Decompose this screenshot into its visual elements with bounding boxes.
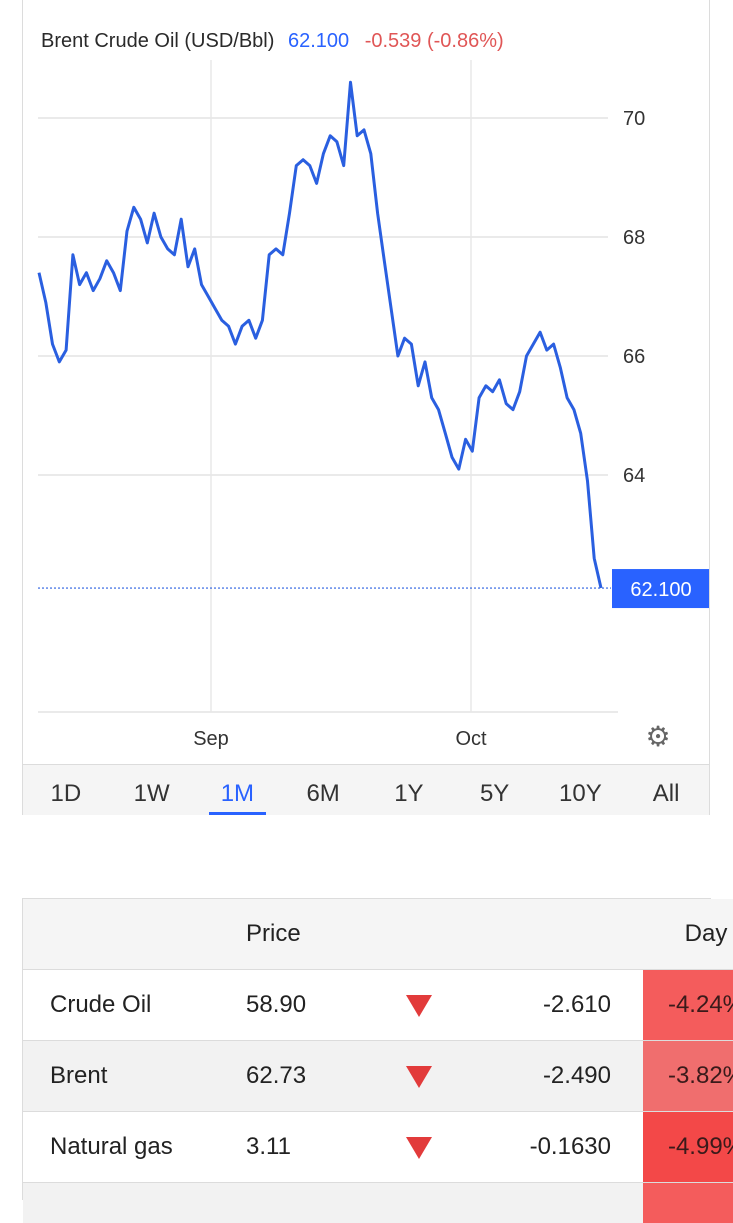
row-change: -2.490 bbox=[451, 1041, 643, 1112]
row-change: -0.1630 bbox=[451, 1112, 643, 1183]
row-day-change: -3.82% bbox=[643, 1041, 733, 1112]
row-day-change: -4.99% bbox=[643, 1112, 733, 1183]
header-day: Day bbox=[643, 899, 733, 970]
range-option-1y[interactable]: 1Y bbox=[366, 765, 452, 815]
range-option-10y[interactable]: 10Y bbox=[538, 765, 624, 815]
last-price-label: 62.100 bbox=[630, 579, 691, 601]
y-tick-label: 68 bbox=[623, 227, 645, 249]
row-name: Brent bbox=[23, 1041, 246, 1112]
header-price: Price bbox=[246, 899, 386, 970]
x-tick-label: Oct bbox=[455, 728, 487, 750]
row-day-change: -4.24% bbox=[643, 970, 733, 1041]
range-option-6m[interactable]: 6M bbox=[280, 765, 366, 815]
row-name: Crude Oil bbox=[23, 970, 246, 1041]
row-price: 62.73 bbox=[246, 1041, 386, 1112]
range-option-1w[interactable]: 1W bbox=[109, 765, 195, 815]
range-option-1m[interactable]: 1M bbox=[195, 765, 281, 815]
header-name bbox=[23, 899, 246, 970]
price-chart[interactable]: 70 68 66 64 Sep Oct 62.100 bbox=[23, 0, 709, 764]
x-tick-label: Sep bbox=[193, 728, 229, 750]
price-line bbox=[39, 82, 601, 588]
y-tick-label: 66 bbox=[623, 346, 645, 368]
row-change: -2.610 bbox=[451, 970, 643, 1041]
range-option-5y[interactable]: 5Y bbox=[452, 765, 538, 815]
triangle-down-icon bbox=[406, 1066, 432, 1088]
row-name: Natural gas bbox=[23, 1112, 246, 1183]
triangle-down-icon bbox=[406, 995, 432, 1017]
range-option-1d[interactable]: 1D bbox=[23, 765, 109, 815]
range-option-all[interactable]: All bbox=[623, 765, 709, 815]
header-arrow bbox=[386, 899, 451, 970]
table-header-row: Price Day bbox=[23, 899, 733, 970]
commodities-table: Price Day Crude Oil58.90-2.610-4.24%Bren… bbox=[22, 898, 711, 1200]
chart-card: Brent Crude Oil (USD/Bbl) 62.100 -0.539 … bbox=[22, 0, 710, 815]
y-tick-label: 70 bbox=[623, 108, 645, 130]
table-row-partial bbox=[23, 1183, 733, 1223]
down-arrow-icon bbox=[386, 1112, 451, 1183]
row-price: 3.11 bbox=[246, 1112, 386, 1183]
gear-icon[interactable]: ⚙ bbox=[643, 722, 673, 752]
down-arrow-icon bbox=[386, 970, 451, 1041]
triangle-down-icon bbox=[406, 1137, 432, 1159]
row-price: 58.90 bbox=[246, 970, 386, 1041]
y-tick-label: 64 bbox=[623, 465, 645, 487]
down-arrow-icon bbox=[386, 1041, 451, 1112]
header-change bbox=[451, 899, 643, 970]
